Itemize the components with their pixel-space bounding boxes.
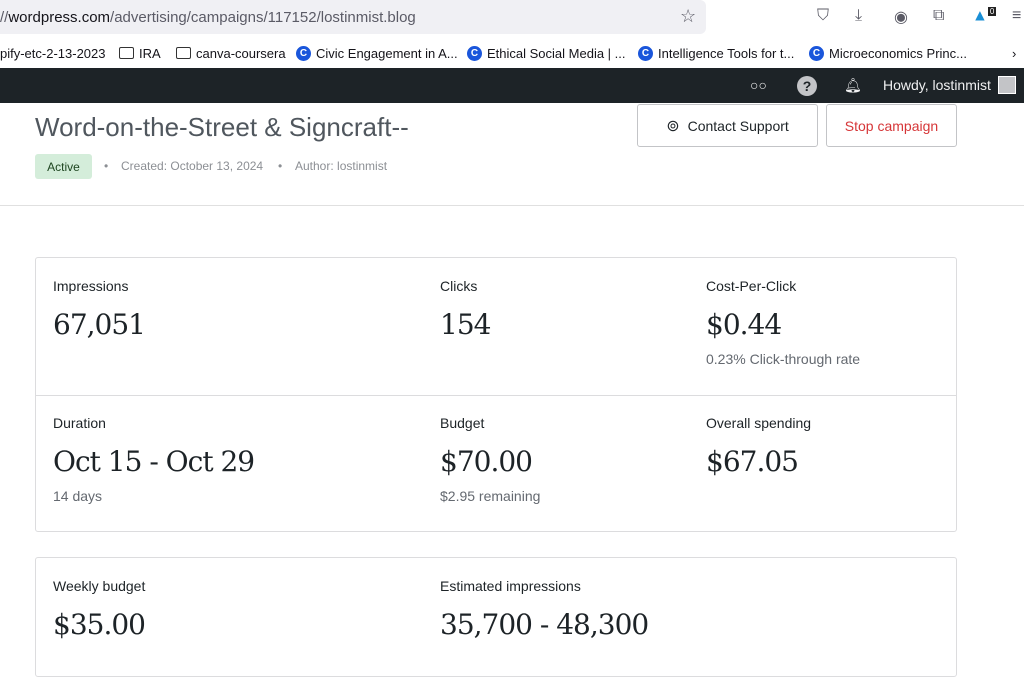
page-title: Word-on-the-Street & Signcraft-- — [35, 112, 409, 142]
stop-campaign-button[interactable]: Stop campaign — [826, 104, 957, 147]
c-icon: C — [809, 45, 824, 61]
divider — [36, 395, 956, 396]
separator-dot: • — [104, 159, 109, 173]
bell-icon[interactable]: 🔔︎ — [844, 77, 862, 93]
clicks-stat: Clicks 154 — [440, 278, 491, 341]
extensions-icon[interactable]: ⧉ — [933, 7, 945, 24]
account-icon[interactable]: ◉ — [894, 9, 908, 26]
bookmark-item[interactable]: C Ethical Social Media | ... — [467, 44, 626, 62]
bookmark-item[interactable]: pify-etc-2-13-2023 — [0, 45, 106, 61]
download-icon[interactable]: ⤓ — [855, 7, 863, 24]
weekly-budget-stat: Weekly budget $35.00 — [53, 578, 146, 641]
c-icon: C — [296, 45, 311, 61]
bookmark-item[interactable]: C Intelligence Tools for t... — [638, 44, 794, 62]
avatar[interactable] — [998, 76, 1016, 94]
stats-card: Impressions 67,051 Clicks 154 Cost-Per-Cli… — [35, 257, 957, 532]
spending-stat: Overall spending $67.05 — [706, 415, 812, 478]
bookmark-item[interactable]: C Civic Engagement in A... — [296, 44, 458, 62]
author: Author: lostinmist — [295, 159, 388, 173]
menu-icon[interactable]: ≡ — [1012, 7, 1022, 24]
bookmark-folder[interactable]: IRA — [119, 44, 161, 62]
help-icon[interactable]: ? — [797, 76, 817, 96]
address-bar[interactable]: //wordpress.com/advertising/campaigns/11… — [0, 0, 706, 34]
howdy-user[interactable]: Howdy, lostinmist — [883, 77, 991, 93]
separator-dot: • — [278, 159, 283, 173]
url-text[interactable]: //wordpress.com/advertising/campaigns/11… — [0, 9, 416, 26]
chevron-right-icon[interactable]: › — [1012, 45, 1017, 61]
bookmark-folder[interactable]: canva-coursera — [176, 44, 286, 62]
duration-stat: Duration Oct 15 - Oct 29 14 days — [53, 415, 255, 504]
contact-support-button[interactable]: ⊚ Contact Support — [637, 104, 818, 147]
lifebuoy-icon: ⊚ — [666, 117, 680, 135]
c-icon: C — [467, 45, 482, 61]
cpc-stat: Cost-Per-Click $0.44 0.23% Click-through r… — [706, 278, 861, 367]
c-icon: C — [638, 45, 653, 61]
created-date: Created: October 13, 2024 — [121, 159, 264, 173]
divider — [0, 205, 1024, 206]
folder-icon — [119, 47, 134, 59]
budget-stat: Budget $70.00 $2.95 remaining — [440, 415, 541, 504]
folder-icon — [176, 47, 191, 59]
bookmark-star-icon[interactable]: ☆ — [680, 6, 697, 26]
pocket-icon[interactable]: ⛉ — [817, 7, 830, 24]
reader-glasses-icon[interactable]: ○○ — [750, 77, 767, 93]
estimated-impressions-stat: Estimated impressions 35,700 - 48,300 — [440, 578, 649, 641]
status-badge: Active — [35, 154, 92, 179]
bookmark-item[interactable]: C Microeconomics Princ... — [809, 44, 967, 62]
impressions-stat: Impressions 67,051 — [53, 278, 146, 341]
admin-bar: ○○ ? 🔔︎ Howdy, lostinmist — [0, 68, 1024, 103]
extension-icon[interactable]: ▲ 0 — [972, 7, 997, 25]
estimates-card: Weekly budget $35.00 Estimated impression… — [35, 557, 957, 677]
